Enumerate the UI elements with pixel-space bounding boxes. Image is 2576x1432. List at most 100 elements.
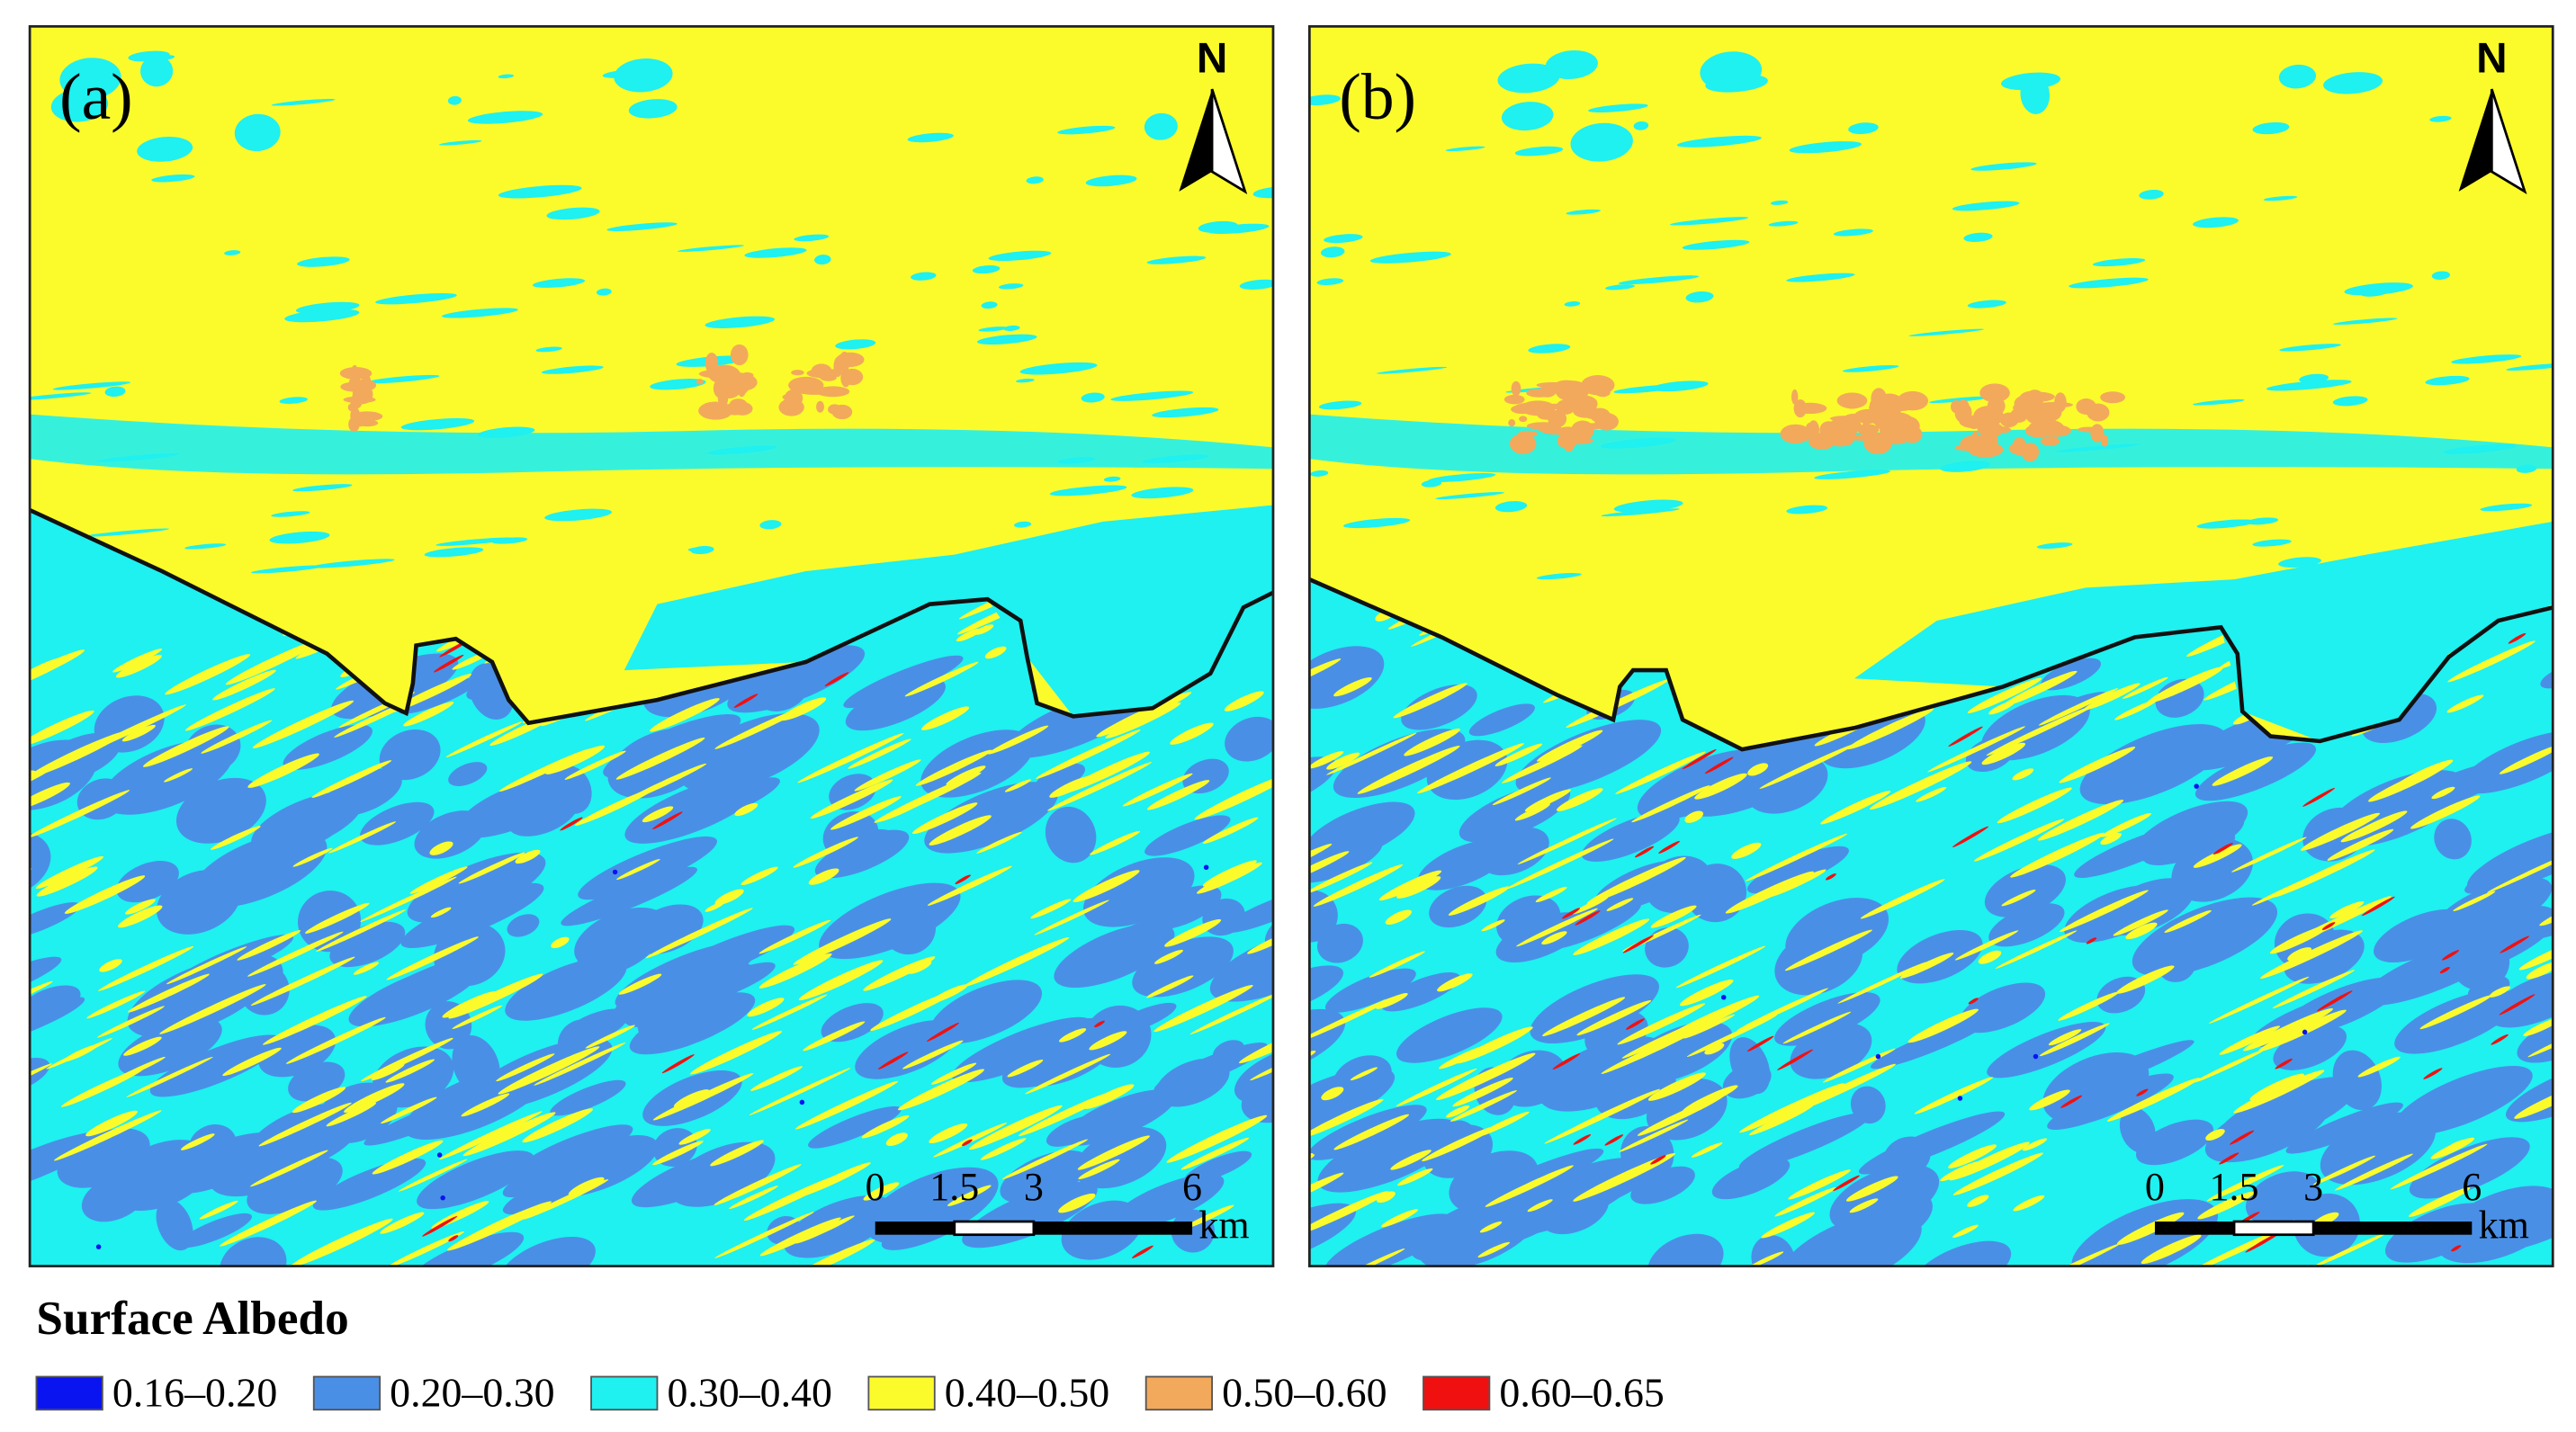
albedo-streak <box>98 945 194 991</box>
albedo-streak <box>1089 1031 1127 1051</box>
albedo-streak <box>1601 1024 1708 1074</box>
albedo-streak <box>1122 773 1193 807</box>
albedo-patch <box>1528 344 1571 354</box>
albedo-patch <box>1508 419 1516 427</box>
albedo-streak <box>247 753 319 788</box>
albedo-patch <box>2451 354 2522 364</box>
albedo-patch <box>1369 251 1451 264</box>
albedo-streak <box>1309 851 1350 883</box>
albedo-streak <box>184 688 275 731</box>
albedo-streak <box>118 905 163 928</box>
albedo-patch <box>2506 362 2554 371</box>
albedo-streak <box>710 1140 764 1167</box>
albedo-streak <box>471 1209 529 1237</box>
legend-swatch <box>1144 1375 1214 1411</box>
albedo-streak <box>250 1150 328 1187</box>
albedo-streak <box>180 1133 215 1150</box>
albedo-streak <box>2059 747 2136 783</box>
albedo-streak <box>2329 900 2365 919</box>
albedo-streak <box>1477 1241 1510 1258</box>
albedo-streak <box>2300 812 2381 851</box>
albedo-patch <box>2193 398 2245 406</box>
albedo-patch <box>1543 403 1566 410</box>
albedo-patch <box>1875 415 1909 433</box>
albedo-patch <box>713 378 728 398</box>
scale-label: 1.5 <box>929 1165 979 1209</box>
albedo-streak <box>747 998 785 1017</box>
albedo-patch <box>1685 864 1747 923</box>
albedo-patch <box>1131 487 1194 499</box>
albedo-patch <box>1970 431 1979 452</box>
albedo-streak <box>1131 1245 1153 1258</box>
albedo-streak <box>2086 937 2097 944</box>
albedo-streak <box>1309 658 1342 692</box>
albedo-streak <box>534 1043 626 1086</box>
albedo-patch <box>1526 422 1562 430</box>
albedo-patch <box>744 247 807 258</box>
albedo-streak <box>2022 1138 2048 1151</box>
albedo-streak <box>2275 1058 2293 1070</box>
albedo-patch <box>544 508 613 522</box>
albedo-streak <box>433 654 464 673</box>
albedo-patch <box>1647 1233 1724 1266</box>
albedo-patch <box>188 1124 237 1167</box>
albedo-streak <box>2125 922 2158 940</box>
albedo-patch <box>2480 503 2533 512</box>
legend-swatch <box>35 1375 103 1411</box>
albedo-patch <box>1035 763 1086 792</box>
albedo-streak <box>652 1072 754 1121</box>
albedo-streak <box>30 649 85 696</box>
albedo-patch <box>57 1128 150 1188</box>
albedo-streak <box>446 1201 552 1251</box>
albedo-patch <box>1343 517 1411 529</box>
albedo-patch <box>1252 186 1273 199</box>
panel-frame <box>28 24 1275 1267</box>
albedo-streak <box>1313 864 1404 907</box>
albedo-dot <box>436 1152 443 1158</box>
albedo-streak <box>1309 1172 1344 1209</box>
albedo-patch <box>329 921 406 968</box>
albedo-patch <box>348 377 361 386</box>
albedo-patch <box>1908 328 1984 336</box>
albedo-patch <box>1722 1063 1772 1099</box>
albedo-patch <box>2136 1119 2214 1166</box>
albedo-patch <box>2436 1186 2554 1264</box>
albedo-streak <box>1747 763 1769 776</box>
albedo-streak <box>1505 838 1614 890</box>
albedo-patch <box>2019 391 2055 402</box>
albedo-patch <box>998 283 1024 290</box>
albedo-patch <box>1738 1112 1871 1170</box>
albedo-streak <box>64 875 146 914</box>
albedo-patch <box>1705 74 1768 93</box>
albedo-patch <box>596 288 612 296</box>
albedo-streak <box>863 1182 900 1201</box>
albedo-patch <box>2087 403 2110 422</box>
albedo-streak <box>2334 1153 2413 1191</box>
albedo-streak <box>2037 800 2124 841</box>
albedo-patch <box>1595 389 1611 398</box>
albedo-streak <box>448 973 543 1019</box>
albedo-patch <box>2464 860 2535 894</box>
albedo-streak <box>2390 1143 2488 1190</box>
albedo-patch <box>705 316 776 328</box>
albedo-streak <box>1153 985 1253 1033</box>
albedo-streak <box>1622 935 1654 953</box>
albedo-patch <box>1019 362 1098 375</box>
albedo-streak <box>1189 991 1273 1034</box>
albedo-patch <box>2393 1065 2533 1136</box>
albedo-streak <box>1826 873 1836 881</box>
albedo-streak <box>2209 976 2310 1024</box>
albedo-streak <box>560 817 583 831</box>
albedo-streak <box>386 936 479 980</box>
albedo-streak <box>386 1231 465 1266</box>
albedo-streak <box>1952 1224 1979 1238</box>
albedo-patch <box>417 1150 534 1210</box>
albedo-streak <box>1516 908 1598 947</box>
scale-label: 0 <box>2145 1165 2165 1209</box>
albedo-streak <box>1869 761 1972 810</box>
albedo-patch <box>1827 417 1862 435</box>
albedo-streak <box>714 705 807 749</box>
albedo-streak <box>2059 890 2149 933</box>
albedo-streak <box>650 698 720 732</box>
albedo-patch <box>1509 433 1537 454</box>
